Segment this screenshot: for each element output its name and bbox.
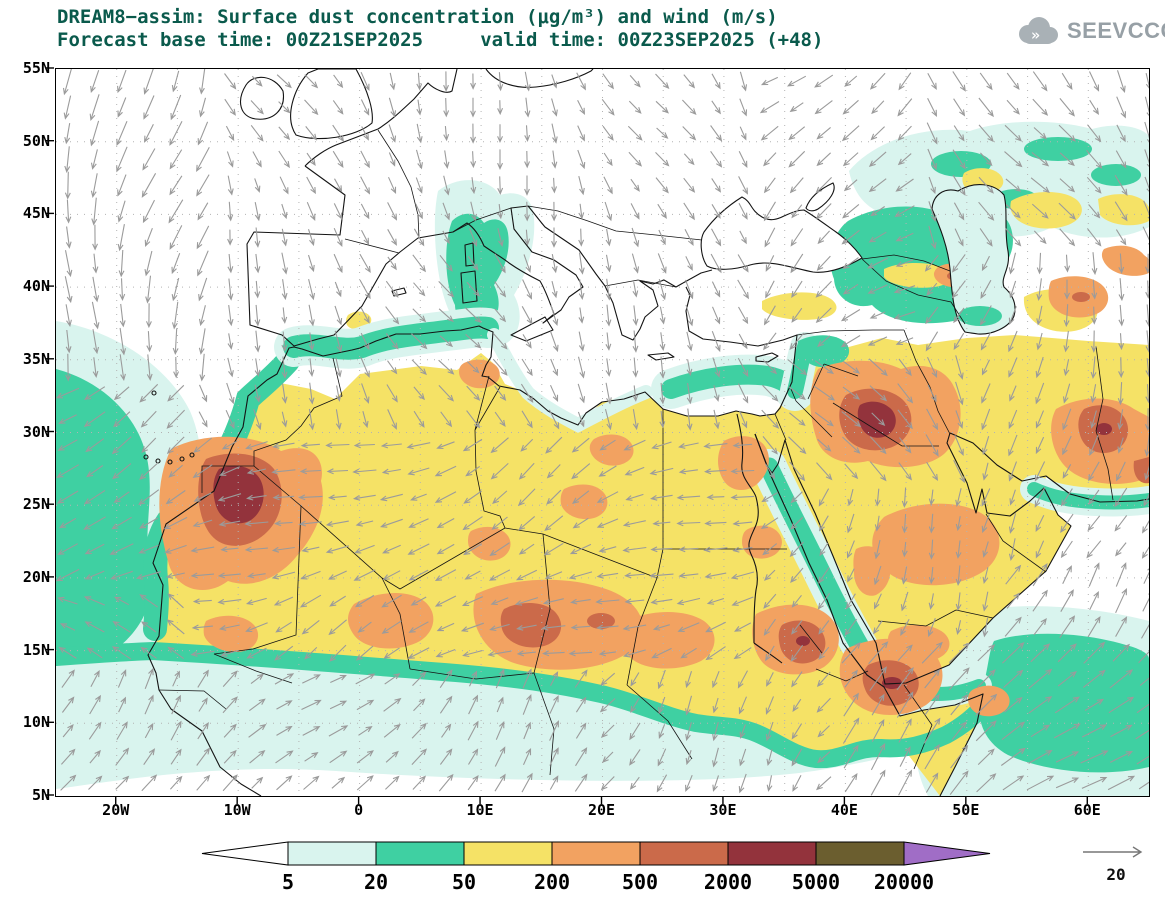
lat-tick-label: 45N (22, 204, 50, 223)
svg-text:50: 50 (452, 870, 476, 894)
svg-text:20: 20 (364, 870, 388, 894)
lat-tick-label: 20N (22, 567, 50, 586)
wind-reference-label: 20 (1106, 865, 1126, 884)
lon-tick-label: 60E (1073, 801, 1101, 819)
lat-tick-label: 15N (22, 640, 50, 659)
wind-vectors (56, 69, 1149, 796)
wind-reference: 20 (1075, 840, 1157, 884)
map-frame (55, 68, 1150, 797)
lon-tick-label: 20W (102, 801, 130, 819)
svg-text:20000: 20000 (874, 870, 934, 894)
colorbar-legend: 5 20 50 200 500 2000 5000 20000 (200, 841, 992, 899)
lat-tick-label: 35N (22, 349, 50, 368)
lat-tick-label: 5N (31, 786, 50, 804)
svg-text:500: 500 (622, 870, 658, 894)
seevccc-cloud-icon: » (1019, 17, 1058, 44)
svg-text:200: 200 (534, 870, 570, 894)
svg-text:5: 5 (282, 870, 294, 894)
lon-tick-label: 40E (830, 801, 858, 819)
lon-tick-label: 20E (587, 801, 616, 819)
chart-subtitle: Forecast base time: 00Z21SEP2025 valid t… (57, 29, 824, 51)
chart-title: DREAM8−assim: Surface dust concentration… (57, 6, 778, 28)
seevccc-logo: » SEEVCCC (1014, 16, 1165, 46)
lat-tick-label: 55N (22, 59, 50, 77)
lon-tick-label: 10W (223, 801, 251, 819)
svg-text:»: » (1031, 26, 1040, 44)
wind-reference-arrow (1083, 846, 1143, 858)
lat-tick-label: 40N (22, 277, 50, 296)
lon-tick-label: 30E (709, 801, 737, 819)
lon-tick-label: 0 (354, 801, 364, 819)
svg-text:5000: 5000 (792, 870, 840, 894)
lat-tick-label: 10N (22, 713, 50, 732)
lon-tick-label: 50E (952, 801, 980, 819)
colorbar-scale: 5 20 50 200 500 2000 5000 20000 (201, 841, 991, 894)
dust-wind-map (56, 69, 1149, 796)
lon-tick-label: 10E (466, 801, 494, 819)
lat-tick-label: 25N (22, 495, 50, 514)
lat-tick-label: 30N (22, 422, 50, 441)
lat-tick-label: 50N (22, 131, 50, 150)
seevccc-logo-text: SEEVCCC (1067, 18, 1165, 43)
svg-text:2000: 2000 (704, 870, 752, 894)
coastlines (143, 69, 1149, 796)
